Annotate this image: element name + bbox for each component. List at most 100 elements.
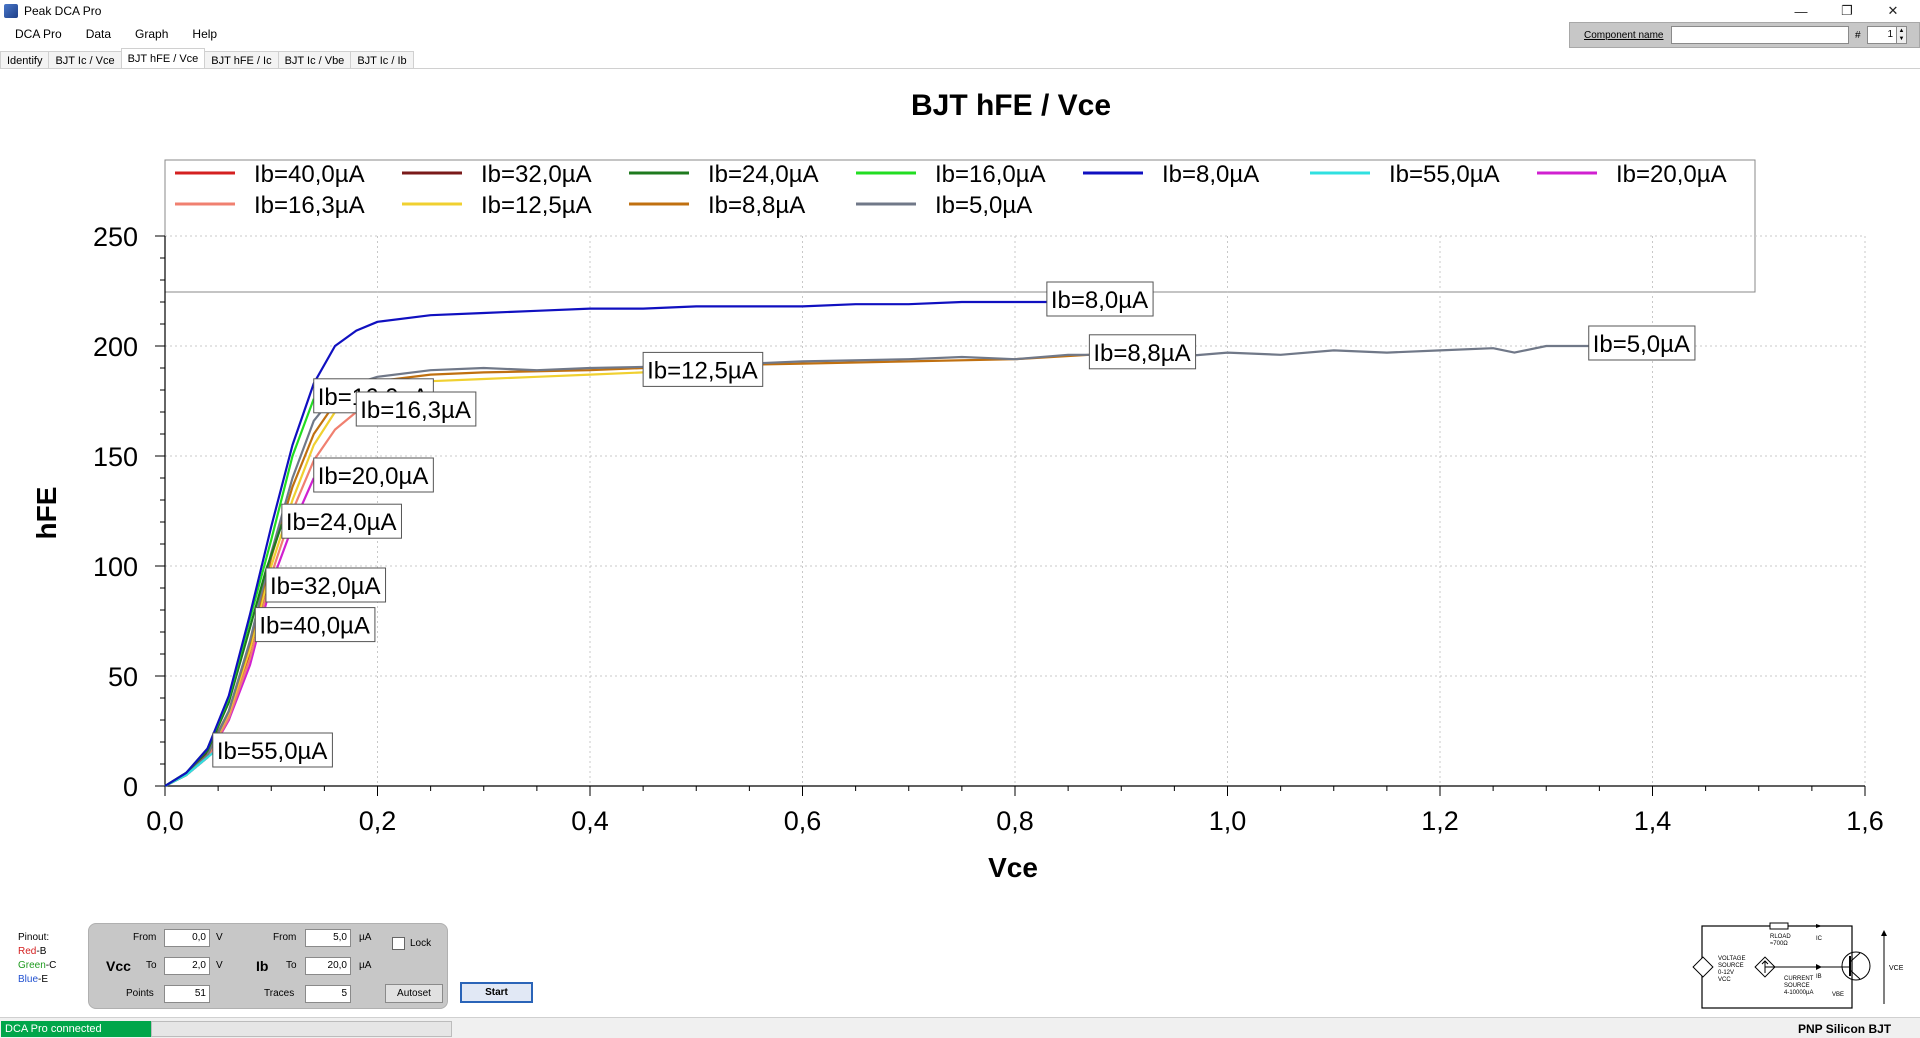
menu-graph[interactable]: Graph bbox=[135, 27, 169, 41]
pinout-base: Red-B bbox=[18, 945, 56, 959]
data-label-text: Ib=55,0µA bbox=[217, 738, 328, 765]
x-tick-label: 1,0 bbox=[1209, 806, 1247, 836]
vcc-from-label: From bbox=[133, 932, 157, 943]
pinout-base-color: Red bbox=[18, 946, 37, 957]
component-name-input[interactable] bbox=[1671, 26, 1849, 44]
data-label-text: Ib=8,0µA bbox=[1051, 287, 1148, 314]
legend-entry: Ib=8,0µA bbox=[1083, 161, 1259, 188]
tab-bjt-ic-vce[interactable]: BJT Ic / Vce bbox=[48, 51, 122, 69]
progress-bar bbox=[151, 1021, 452, 1037]
data-label: Ib=16,3µA bbox=[355, 391, 477, 427]
y-tick-label: 200 bbox=[93, 332, 138, 362]
vsource-label-2: SOURCE bbox=[1718, 963, 1744, 969]
close-button[interactable]: ✕ bbox=[1887, 3, 1899, 18]
legend-entry: Ib=16,3µA bbox=[175, 192, 365, 219]
data-label: Ib=8,8µA bbox=[1088, 334, 1197, 370]
points-input[interactable]: 51 bbox=[164, 985, 210, 1003]
lock-checkbox[interactable] bbox=[392, 937, 405, 950]
ib-to-input[interactable]: 20,0 bbox=[305, 957, 351, 975]
vcc-from-input[interactable]: 0,0 bbox=[164, 929, 210, 947]
data-label-box bbox=[313, 457, 434, 493]
tab-bjt-hfe-vce[interactable]: BJT hFE / Vce bbox=[120, 48, 206, 69]
component-name-panel: Component name # 1 ▲ ▼ bbox=[1569, 22, 1920, 48]
ib-circuit-label: IB bbox=[1816, 974, 1822, 980]
legend-entry: Ib=20,0µA bbox=[1537, 161, 1727, 188]
vsource-label-1: VOLTAGE bbox=[1718, 956, 1745, 962]
legend-label: Ib=5,0µA bbox=[935, 192, 1032, 219]
data-label-text: Ib=20,0µA bbox=[318, 463, 429, 490]
legend-label: Ib=8,8µA bbox=[708, 192, 805, 219]
y-tick-label: 50 bbox=[108, 662, 138, 692]
title-bar: Peak DCA Pro — ❐ ✕ bbox=[0, 0, 1920, 22]
x-tick-label: 0,6 bbox=[784, 806, 822, 836]
isource-label-3: 4-10000µA bbox=[1784, 990, 1813, 996]
legend-label: Ib=16,3µA bbox=[254, 192, 365, 219]
pinout-base-pin: -B bbox=[36, 946, 47, 957]
start-button[interactable]: Start bbox=[460, 982, 533, 1003]
data-label-box bbox=[265, 567, 387, 603]
component-number-label: # bbox=[1855, 29, 1861, 41]
y-axis-label: hFE bbox=[31, 487, 62, 540]
menu-data[interactable]: Data bbox=[85, 27, 112, 41]
pinout-legend: Pinout: Red-B Green-C Blue-E bbox=[18, 931, 56, 987]
data-label: Ib=24,0µA bbox=[281, 503, 402, 539]
menu-dca-pro[interactable]: DCA Pro bbox=[15, 27, 62, 41]
data-label: Ib=55,0µA bbox=[212, 732, 333, 768]
ib-from-input[interactable]: 5,0 bbox=[305, 929, 351, 947]
legend-entry: Ib=8,8µA bbox=[629, 192, 805, 219]
chart-legend: Ib=40,0µA Ib=32,0µA Ib=24,0µA Ib=16,0µA Ib=8… bbox=[175, 161, 1727, 219]
vcc-to-input[interactable]: 2,0 bbox=[164, 957, 210, 975]
points-label: Points bbox=[126, 988, 154, 999]
data-label: Ib=32,0µA bbox=[265, 567, 387, 603]
tab-bjt-ic-ib[interactable]: BJT Ic / Ib bbox=[350, 51, 414, 69]
component-number-spinner[interactable]: ▲ ▼ bbox=[1897, 26, 1907, 44]
legend-label: Ib=20,0µA bbox=[1616, 161, 1727, 188]
legend-entry: Ib=24,0µA bbox=[629, 161, 819, 188]
chart-data-labels: Ib=40,0µAIb=32,0µAIb=24,0µAIb=16,0µAIb=8… bbox=[212, 281, 1696, 768]
vcc-label: Vcc bbox=[106, 958, 131, 974]
data-label-box bbox=[355, 391, 477, 427]
ib-from-unit: µA bbox=[359, 932, 372, 943]
legend-entry: Ib=12,5µA bbox=[402, 192, 592, 219]
chart-axes: 0,0 0,2 0,4 0,6 0,8 1,0 1,2 1,4 1,6 0 50 100 150 200 2… bbox=[93, 222, 1884, 836]
data-label-text: Ib=12,5µA bbox=[647, 357, 758, 384]
pinout-emitter-pin: -E bbox=[38, 974, 49, 985]
tab-identify[interactable]: Identify bbox=[0, 51, 50, 69]
tab-bjt-ic-vbe[interactable]: BJT Ic / Vbe bbox=[277, 51, 352, 69]
hfe-vce-chart[interactable]: BJT hFE / Vce Ib=40,0µA Ib=32,0µA Ib=24,0µ… bbox=[0, 70, 1920, 910]
traces-input[interactable]: 5 bbox=[305, 985, 351, 1003]
data-label-box bbox=[281, 503, 402, 539]
data-label-text: Ib=32,0µA bbox=[270, 573, 381, 600]
chart-grid bbox=[165, 235, 1866, 786]
component-name-label[interactable]: Component name bbox=[1584, 29, 1664, 41]
data-label: Ib=40,0µA bbox=[254, 607, 376, 643]
series-line bbox=[164, 300, 1047, 787]
pinout-emitter-color: Blue bbox=[18, 974, 39, 985]
minimize-button[interactable]: — bbox=[1794, 3, 1808, 19]
x-tick-label: 1,4 bbox=[1634, 806, 1672, 836]
data-label: Ib=8,0µA bbox=[1046, 281, 1154, 317]
ib-label: Ib bbox=[256, 958, 269, 974]
vce-label: VCE bbox=[1889, 965, 1904, 972]
legend-label: Ib=32,0µA bbox=[481, 161, 592, 188]
autoset-button[interactable]: Autoset bbox=[385, 984, 443, 1003]
tab-bjt-hfe-ic[interactable]: BJT hFE / Ic bbox=[204, 51, 279, 69]
vbe-label: VBE bbox=[1832, 992, 1844, 998]
restore-button[interactable]: ❐ bbox=[1841, 3, 1853, 18]
vcc-from-unit: V bbox=[216, 932, 223, 943]
ib-to-unit: µA bbox=[359, 960, 372, 971]
data-label-text: Ib=16,3µA bbox=[360, 397, 471, 424]
chart-series bbox=[164, 300, 1589, 787]
legend-entry: Ib=5,0µA bbox=[856, 192, 1032, 219]
legend-label: Ib=8,0µA bbox=[1162, 161, 1259, 188]
ib-to-label: To bbox=[286, 960, 297, 971]
series-line bbox=[164, 371, 644, 787]
component-number-input[interactable]: 1 bbox=[1867, 26, 1897, 44]
ib-from-label: From bbox=[273, 932, 297, 943]
x-tick-label: 0,8 bbox=[996, 806, 1034, 836]
menu-help[interactable]: Help bbox=[192, 27, 218, 41]
rload-label: RLOAD bbox=[1770, 934, 1791, 940]
tab-divider bbox=[0, 68, 1920, 69]
vsource-label-4: VCC bbox=[1718, 977, 1731, 983]
status-bar: DCA Pro connected PNP Silicon BJT bbox=[0, 1017, 1920, 1038]
